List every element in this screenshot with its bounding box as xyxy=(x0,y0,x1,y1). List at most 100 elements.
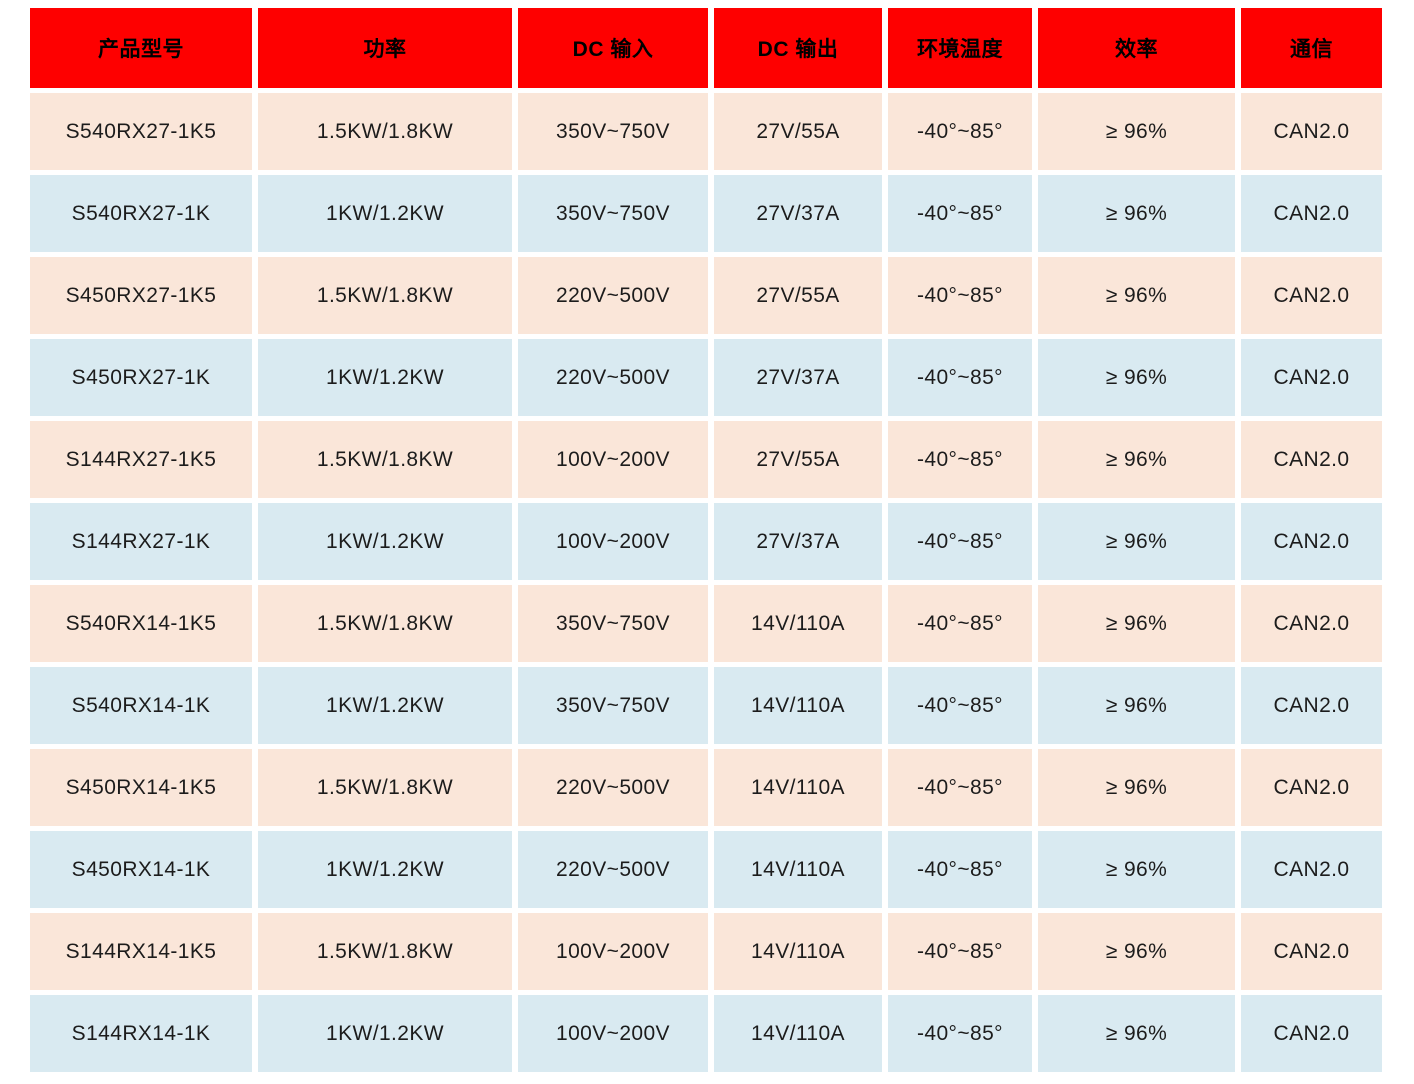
cell-power: 1KW/1.2KW xyxy=(258,831,512,908)
cell-dc-input: 100V~200V xyxy=(518,913,708,990)
cell-power: 1KW/1.2KW xyxy=(258,339,512,416)
table-row: S540RX27-1K5 1.5KW/1.8KW 350V~750V 27V/5… xyxy=(30,93,1382,170)
cell-efficiency: ≥ 96% xyxy=(1038,995,1235,1072)
cell-ambient-temp: -40°~85° xyxy=(888,585,1032,662)
cell-ambient-temp: -40°~85° xyxy=(888,749,1032,826)
cell-ambient-temp: -40°~85° xyxy=(888,503,1032,580)
cell-dc-output: 14V/110A xyxy=(714,913,882,990)
cell-dc-input: 100V~200V xyxy=(518,421,708,498)
table-row: S450RX27-1K5 1.5KW/1.8KW 220V~500V 27V/5… xyxy=(30,257,1382,334)
cell-model: S450RX27-1K5 xyxy=(30,257,252,334)
cell-ambient-temp: -40°~85° xyxy=(888,831,1032,908)
cell-dc-output: 27V/37A xyxy=(714,503,882,580)
cell-power: 1.5KW/1.8KW xyxy=(258,585,512,662)
col-header-efficiency: 效率 xyxy=(1038,8,1235,88)
cell-dc-output: 14V/110A xyxy=(714,831,882,908)
cell-efficiency: ≥ 96% xyxy=(1038,257,1235,334)
cell-power: 1.5KW/1.8KW xyxy=(258,749,512,826)
cell-ambient-temp: -40°~85° xyxy=(888,421,1032,498)
col-header-ambient-temp: 环境温度 xyxy=(888,8,1032,88)
cell-model: S450RX27-1K xyxy=(30,339,252,416)
cell-dc-input: 220V~500V xyxy=(518,749,708,826)
cell-dc-input: 350V~750V xyxy=(518,585,708,662)
cell-dc-output: 27V/37A xyxy=(714,175,882,252)
cell-dc-output: 27V/55A xyxy=(714,93,882,170)
cell-model: S540RX14-1K5 xyxy=(30,585,252,662)
cell-power: 1.5KW/1.8KW xyxy=(258,913,512,990)
col-header-dc-input: DC 输入 xyxy=(518,8,708,88)
product-spec-table: 产品型号 功率 DC 输入 DC 输出 环境温度 效率 通信 S540RX27-… xyxy=(30,8,1382,1072)
cell-dc-output: 27V/37A xyxy=(714,339,882,416)
cell-power: 1KW/1.2KW xyxy=(258,667,512,744)
table-row: S450RX14-1K5 1.5KW/1.8KW 220V~500V 14V/1… xyxy=(30,749,1382,826)
cell-communication: CAN2.0 xyxy=(1241,257,1382,334)
cell-dc-output: 14V/110A xyxy=(714,585,882,662)
cell-dc-output: 14V/110A xyxy=(714,749,882,826)
table-row: S540RX27-1K 1KW/1.2KW 350V~750V 27V/37A … xyxy=(30,175,1382,252)
cell-efficiency: ≥ 96% xyxy=(1038,175,1235,252)
cell-efficiency: ≥ 96% xyxy=(1038,667,1235,744)
table-header-row: 产品型号 功率 DC 输入 DC 输出 环境温度 效率 通信 xyxy=(30,8,1382,88)
cell-dc-output: 14V/110A xyxy=(714,667,882,744)
cell-power: 1KW/1.2KW xyxy=(258,175,512,252)
cell-efficiency: ≥ 96% xyxy=(1038,503,1235,580)
cell-communication: CAN2.0 xyxy=(1241,93,1382,170)
cell-communication: CAN2.0 xyxy=(1241,503,1382,580)
cell-efficiency: ≥ 96% xyxy=(1038,749,1235,826)
table-row: S540RX14-1K 1KW/1.2KW 350V~750V 14V/110A… xyxy=(30,667,1382,744)
cell-power: 1.5KW/1.8KW xyxy=(258,421,512,498)
cell-dc-output: 27V/55A xyxy=(714,421,882,498)
table-row: S450RX27-1K 1KW/1.2KW 220V~500V 27V/37A … xyxy=(30,339,1382,416)
cell-communication: CAN2.0 xyxy=(1241,585,1382,662)
cell-power: 1.5KW/1.8KW xyxy=(258,257,512,334)
table-row: S144RX27-1K 1KW/1.2KW 100V~200V 27V/37A … xyxy=(30,503,1382,580)
cell-communication: CAN2.0 xyxy=(1241,831,1382,908)
cell-model: S144RX14-1K xyxy=(30,995,252,1072)
cell-dc-input: 220V~500V xyxy=(518,831,708,908)
cell-model: S450RX14-1K xyxy=(30,831,252,908)
cell-model: S540RX27-1K5 xyxy=(30,93,252,170)
col-header-power: 功率 xyxy=(258,8,512,88)
cell-ambient-temp: -40°~85° xyxy=(888,913,1032,990)
cell-power: 1.5KW/1.8KW xyxy=(258,93,512,170)
cell-model: S144RX14-1K5 xyxy=(30,913,252,990)
cell-dc-input: 220V~500V xyxy=(518,339,708,416)
cell-communication: CAN2.0 xyxy=(1241,667,1382,744)
cell-dc-input: 350V~750V xyxy=(518,667,708,744)
cell-dc-input: 220V~500V xyxy=(518,257,708,334)
cell-ambient-temp: -40°~85° xyxy=(888,339,1032,416)
table-row: S450RX14-1K 1KW/1.2KW 220V~500V 14V/110A… xyxy=(30,831,1382,908)
cell-model: S144RX27-1K5 xyxy=(30,421,252,498)
cell-ambient-temp: -40°~85° xyxy=(888,93,1032,170)
cell-dc-input: 350V~750V xyxy=(518,93,708,170)
cell-model: S144RX27-1K xyxy=(30,503,252,580)
cell-power: 1KW/1.2KW xyxy=(258,995,512,1072)
table-row: S144RX14-1K5 1.5KW/1.8KW 100V~200V 14V/1… xyxy=(30,913,1382,990)
cell-dc-output: 27V/55A xyxy=(714,257,882,334)
cell-communication: CAN2.0 xyxy=(1241,749,1382,826)
cell-dc-input: 100V~200V xyxy=(518,995,708,1072)
cell-model: S450RX14-1K5 xyxy=(30,749,252,826)
cell-communication: CAN2.0 xyxy=(1241,995,1382,1072)
table-row: S144RX14-1K 1KW/1.2KW 100V~200V 14V/110A… xyxy=(30,995,1382,1072)
cell-model: S540RX27-1K xyxy=(30,175,252,252)
cell-ambient-temp: -40°~85° xyxy=(888,175,1032,252)
cell-power: 1KW/1.2KW xyxy=(258,503,512,580)
col-header-model: 产品型号 xyxy=(30,8,252,88)
cell-ambient-temp: -40°~85° xyxy=(888,667,1032,744)
col-header-communication: 通信 xyxy=(1241,8,1382,88)
cell-dc-output: 14V/110A xyxy=(714,995,882,1072)
cell-efficiency: ≥ 96% xyxy=(1038,913,1235,990)
cell-communication: CAN2.0 xyxy=(1241,913,1382,990)
cell-efficiency: ≥ 96% xyxy=(1038,421,1235,498)
cell-communication: CAN2.0 xyxy=(1241,421,1382,498)
table-row: S144RX27-1K5 1.5KW/1.8KW 100V~200V 27V/5… xyxy=(30,421,1382,498)
cell-communication: CAN2.0 xyxy=(1241,339,1382,416)
table-row: S540RX14-1K5 1.5KW/1.8KW 350V~750V 14V/1… xyxy=(30,585,1382,662)
cell-efficiency: ≥ 96% xyxy=(1038,93,1235,170)
cell-ambient-temp: -40°~85° xyxy=(888,257,1032,334)
cell-efficiency: ≥ 96% xyxy=(1038,831,1235,908)
cell-dc-input: 350V~750V xyxy=(518,175,708,252)
col-header-dc-output: DC 输出 xyxy=(714,8,882,88)
